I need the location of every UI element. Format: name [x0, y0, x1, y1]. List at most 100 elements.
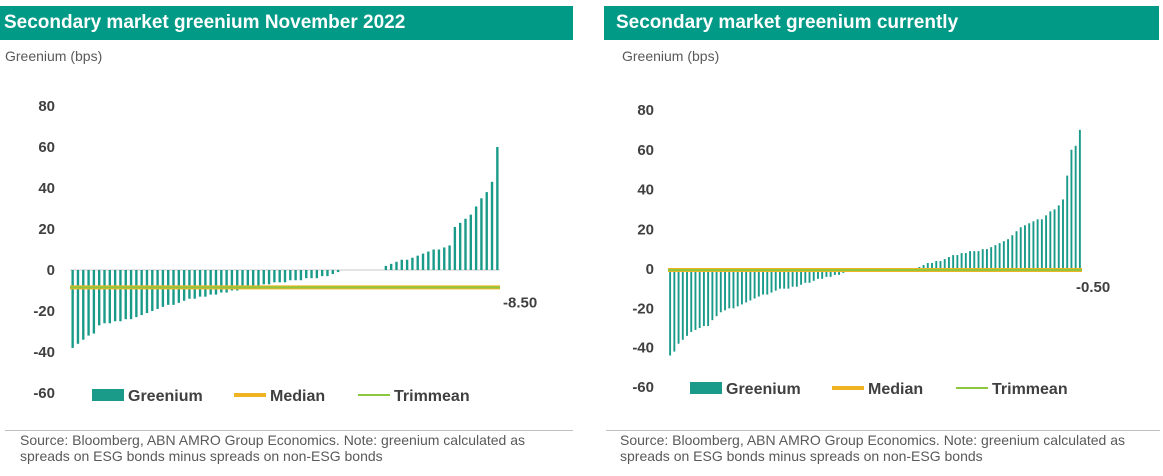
legend-label-median: Median: [868, 381, 923, 398]
greenium-bar: [294, 270, 297, 281]
greenium-bar: [400, 259, 403, 270]
greenium-bar: [690, 269, 693, 332]
greenium-bar: [331, 270, 334, 275]
greenium-bar: [395, 261, 398, 270]
y-tick-label: 0: [47, 262, 55, 279]
greenium-bar: [1066, 175, 1069, 269]
greenium-bar: [230, 270, 234, 291]
greenium-bar: [994, 245, 997, 269]
greenium-bar: [719, 269, 722, 313]
greenium-bar: [804, 269, 807, 283]
greenium-bar: [182, 270, 186, 301]
greenium-bar: [783, 269, 786, 289]
greenium-bar: [724, 269, 726, 311]
legend: Greenium Median Trimmean: [690, 381, 1068, 398]
greenium-bar: [480, 198, 483, 270]
legend-label-greenium: Greenium: [726, 381, 801, 398]
greenium-bar: [140, 270, 143, 316]
greenium-bar: [1032, 221, 1035, 269]
greenium-bar: [745, 269, 748, 303]
greenium-bar: [448, 245, 451, 270]
greenium-bar: [490, 181, 494, 270]
greenium-bar: [964, 253, 967, 269]
greenium-bar: [998, 243, 1001, 269]
greenium-bar: [464, 218, 467, 270]
greenium-bar: [973, 251, 976, 269]
greenium-bar: [384, 265, 388, 270]
greenium-bar: [740, 269, 743, 305]
y-tick-label: 60: [38, 139, 55, 156]
median-value-label: -0.50: [1076, 279, 1110, 296]
source-note: Source: Bloomberg, ABN AMRO Group Econom…: [20, 432, 526, 464]
divider: [5, 430, 573, 431]
greenium-bar: [753, 269, 756, 299]
y-axis-label: Greenium (bps): [622, 48, 720, 64]
y-tick-label: 0: [646, 261, 654, 278]
legend-swatch-greenium: [92, 389, 124, 401]
greenium-bar: [732, 269, 735, 309]
greenium-bar: [278, 270, 281, 283]
greenium-bar: [204, 270, 207, 297]
greenium-bar: [1002, 241, 1005, 269]
greenium-bar: [926, 263, 929, 269]
greenium-bar: [87, 270, 90, 336]
greenium-bar: [736, 269, 739, 307]
y-tick-label: 80: [38, 98, 55, 115]
greenium-bar: [98, 270, 101, 326]
greenium-bar: [246, 270, 250, 289]
chart-panel-right: Secondary market greenium currently Gree…: [604, 0, 1163, 476]
greenium-bar: [151, 270, 154, 311]
greenium-bar: [421, 253, 425, 270]
y-tick-label: -20: [632, 300, 654, 317]
greenium-bar: [411, 257, 414, 270]
greenium-bar: [416, 255, 419, 270]
greenium-bar: [427, 251, 430, 270]
greenium-bar: [336, 270, 340, 273]
greenium-bar: [1007, 239, 1010, 269]
greenium-bar: [251, 270, 255, 287]
greenium-bar: [262, 270, 265, 285]
greenium-bar: [225, 270, 228, 293]
greenium-bar: [320, 270, 324, 277]
greenium-bar: [145, 270, 149, 314]
y-tick-label: 80: [637, 102, 654, 119]
y-tick-label: 40: [38, 180, 55, 197]
y-tick-label: -40: [33, 344, 55, 361]
greenium-bar: [485, 192, 488, 270]
greenium-bar: [432, 249, 435, 270]
greenium-bar: [990, 247, 993, 269]
legend-label-greenium: Greenium: [128, 388, 203, 405]
greenium-bar: [289, 270, 292, 281]
greenium-bar: [193, 270, 196, 299]
greenium-bar: [677, 269, 680, 344]
greenium-bar: [694, 269, 697, 330]
greenium-bar: [198, 270, 202, 297]
greenium-bar: [1057, 205, 1060, 269]
greenium-bar: [952, 255, 955, 269]
greenium-bar: [188, 270, 191, 299]
greenium-bar: [299, 270, 303, 281]
greenium-bar: [326, 270, 329, 277]
greenium-bar: [800, 269, 803, 285]
greenium-bar: [82, 270, 85, 340]
greenium-bar: [443, 247, 446, 270]
greenium-bar: [1011, 235, 1014, 269]
greenium-bar: [947, 257, 950, 269]
greenium-bar: [829, 269, 832, 277]
y-tick-label: 20: [38, 221, 55, 238]
legend: Greenium Median Trimmean: [92, 388, 470, 405]
greenium-bar: [1024, 225, 1026, 269]
greenium-bar: [241, 270, 244, 289]
greenium-bar: [1074, 145, 1077, 269]
greenium-bar: [728, 269, 731, 309]
greenium-bar: [1036, 219, 1039, 269]
greenium-bar: [305, 270, 308, 279]
legend-label-trimmean: Trimmean: [394, 388, 470, 405]
source-note: Source: Bloomberg, ABN AMRO Group Econom…: [620, 432, 1126, 464]
greenium-bar: [757, 269, 760, 297]
y-tick-label: -60: [632, 379, 654, 396]
greenium-bar: [787, 269, 790, 289]
greenium-bar: [267, 270, 271, 285]
greenium-bar: [257, 270, 260, 287]
greenium-bar: [669, 269, 672, 356]
